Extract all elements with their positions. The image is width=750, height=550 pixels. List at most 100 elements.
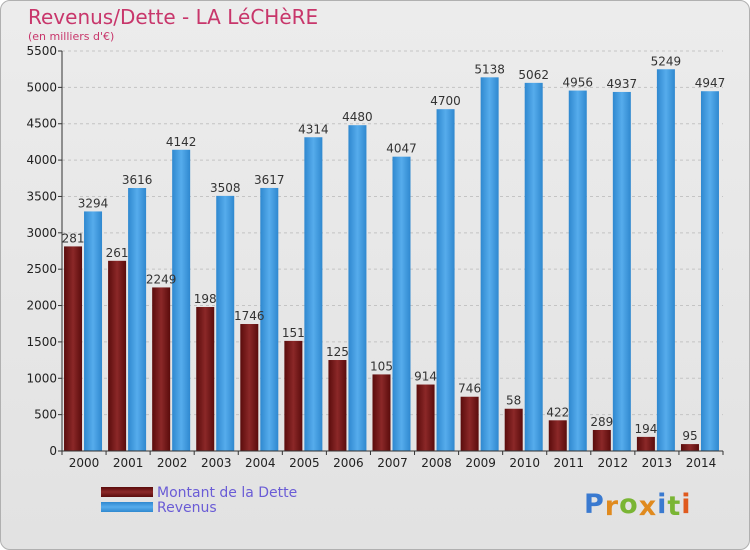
logo-letter: i (681, 489, 692, 520)
x-tick-label: 2004 (245, 456, 276, 470)
x-tick-label: 2014 (686, 456, 717, 470)
bar-debt (64, 246, 83, 451)
data-label-debt: 289 (590, 415, 613, 429)
bar-revenus (656, 69, 675, 451)
data-label-revenus: 5062 (518, 68, 549, 82)
data-label-revenus: 4480 (342, 110, 373, 124)
bars (64, 69, 719, 452)
bar-revenus (392, 156, 411, 451)
x-tick-label: 2001 (113, 456, 144, 470)
y-tick-label: 2500 (26, 262, 57, 276)
x-tick-label: 2008 (421, 456, 452, 470)
bar-debt (328, 360, 347, 451)
x-tick-label: 2013 (642, 456, 673, 470)
bar-revenus (260, 187, 279, 452)
bar-revenus (172, 149, 191, 451)
y-tick-label: 2000 (26, 299, 57, 313)
bar-revenus (348, 125, 367, 451)
bar-revenus (84, 211, 103, 451)
data-labels: 281 3294 261 3616 2249 4142 198 3508 1746 3617 151… (62, 54, 726, 443)
legend-label-revenus: Revenus (157, 500, 217, 516)
data-label-debt: 125 (326, 345, 349, 359)
bar-revenus (480, 77, 499, 451)
y-tick-label: 1000 (26, 371, 57, 385)
y-tick-label: 0 (49, 444, 57, 458)
bar-debt (196, 307, 215, 451)
data-label-debt: 281 (62, 231, 85, 245)
proxiti-logo: Proxiti (584, 489, 692, 522)
bar-debt (504, 408, 523, 451)
bar-debt (372, 374, 391, 451)
bar-debt (592, 429, 611, 451)
bar-debt (636, 436, 655, 451)
x-tick-label: 2011 (553, 456, 584, 470)
bar-revenus (128, 188, 147, 451)
data-label-revenus: 5138 (474, 62, 505, 76)
bar-revenus (700, 91, 719, 451)
logo-letter: o (619, 489, 639, 520)
y-tick-label: 4000 (26, 153, 57, 167)
data-label-debt: 194 (634, 422, 657, 436)
bar-debt (548, 420, 567, 451)
bar-debt (240, 324, 259, 451)
data-label-revenus: 4956 (562, 76, 593, 90)
logo-letter: P (584, 489, 605, 520)
data-label-revenus: 3616 (122, 173, 153, 187)
data-label-revenus: 3617 (254, 173, 285, 187)
data-label-debt: 198 (194, 292, 217, 306)
bar-revenus (436, 109, 455, 451)
legend-label-debt: Montant de la Dette (157, 485, 298, 501)
legend-swatch-debt (101, 487, 153, 497)
x-tick-label: 2006 (333, 456, 364, 470)
chart-subtitle: (en milliers d'€) (28, 30, 115, 43)
bar-debt (284, 340, 303, 451)
x-axis: 2000 2001 2002 2003 2004 2005 2006 2007 2008 2009… (61, 450, 724, 470)
data-label-debt: 422 (546, 405, 569, 419)
x-tick-label: 2005 (289, 456, 320, 470)
legend-swatch-revenus (101, 502, 153, 512)
data-label-revenus: 3294 (78, 196, 109, 210)
bar-revenus (568, 90, 587, 452)
data-label-debt: 151 (282, 326, 305, 340)
data-label-debt: 2249 (146, 272, 177, 286)
data-label-revenus: 4700 (430, 94, 461, 108)
y-tick-label: 500 (34, 408, 57, 422)
data-label-revenus: 4142 (166, 135, 197, 149)
data-label-revenus: 4937 (607, 77, 638, 91)
bar-revenus (612, 91, 631, 451)
y-axis: 0 500 1000 1500 2000 2500 3000 3500 4000 4500 5000… (26, 44, 63, 458)
bar-revenus (216, 195, 235, 451)
data-label-revenus: 3508 (210, 181, 241, 195)
logo-letter: i (657, 489, 668, 520)
x-tick-label: 2010 (509, 456, 540, 470)
data-label-revenus: 5249 (651, 54, 682, 68)
data-label-debt: 105 (370, 359, 393, 373)
x-tick-label: 2003 (201, 456, 232, 470)
data-label-revenus: 4047 (386, 142, 417, 156)
bar-revenus (524, 82, 543, 451)
y-tick-label: 1500 (26, 335, 57, 349)
data-label-debt: 746 (458, 382, 481, 396)
data-label-debt: 261 (106, 246, 129, 260)
bar-debt (108, 260, 127, 451)
x-tick-label: 2007 (377, 456, 408, 470)
y-tick-label: 5000 (26, 80, 57, 94)
y-tick-label: 3500 (26, 189, 57, 203)
y-tick-label: 4500 (26, 117, 57, 131)
data-label-debt: 95 (682, 429, 697, 443)
x-tick-label: 2000 (69, 456, 100, 470)
bar-debt (152, 287, 171, 451)
y-tick-label: 5500 (26, 44, 57, 58)
x-tick-label: 2009 (465, 456, 496, 470)
data-label-revenus: 4314 (298, 122, 329, 136)
bar-debt (460, 396, 479, 451)
data-label-debt: 58 (506, 394, 521, 408)
logo-letter: x (638, 491, 658, 522)
x-tick-label: 2002 (157, 456, 188, 470)
data-label-revenus: 4947 (695, 76, 726, 90)
bar-revenus (304, 137, 323, 451)
data-label-debt: 1746 (234, 309, 265, 323)
chart-title: Revenus/Dette - LA LéCHèRE (28, 5, 319, 29)
